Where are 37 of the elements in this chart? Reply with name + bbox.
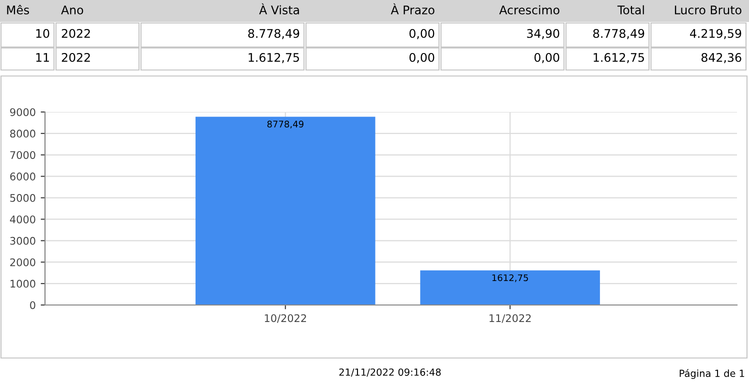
data-label: 8778,49 — [267, 120, 304, 128]
y-tick-label: 0 — [30, 301, 36, 310]
text: 11 — [36, 53, 49, 62]
x-tick-label: 11/2022 — [490, 314, 531, 323]
text: 8.778,49 — [593, 28, 644, 40]
y-tick-label: 3000 — [10, 236, 36, 245]
y-tick-label: 1000 — [10, 280, 36, 288]
text: Mês — [7, 4, 30, 14]
y-tick-label: 8000 — [10, 130, 36, 138]
text: 0,00 — [409, 28, 434, 40]
text: 1.612,75 — [248, 52, 299, 64]
text: Total — [617, 5, 644, 14]
text: À Vista — [259, 3, 299, 14]
data-label: 1612,75 — [492, 274, 528, 282]
text: Página 1 de 1 — [680, 369, 744, 379]
text: 842,36 — [701, 52, 742, 64]
text: 2022 — [62, 28, 90, 38]
text: 4.219,59 — [690, 28, 742, 40]
y-tick-label: 5000 — [10, 194, 36, 202]
text: 34,90 — [527, 28, 560, 40]
text: À Prazo — [390, 3, 434, 14]
text: Lucro Bruto — [674, 6, 742, 14]
text: Ano — [61, 6, 84, 14]
text: 0,00 — [409, 52, 434, 64]
y-tick-label: 2000 — [10, 258, 36, 266]
text: 0,00 — [534, 52, 560, 64]
text: Acrescimo — [499, 5, 560, 14]
y-tick-label: 4000 — [10, 215, 36, 224]
text: 21/11/2022 09:16:48 — [339, 368, 441, 377]
text: 1.612,75 — [594, 52, 644, 64]
y-tick-label: 7000 — [10, 151, 36, 159]
text: 8.778,49 — [248, 28, 300, 40]
text: 2022 — [62, 52, 90, 62]
x-tick-label: 10/2022 — [264, 314, 306, 323]
y-tick-label: 6000 — [10, 172, 36, 180]
y-tick-label: 9000 — [10, 108, 36, 116]
text: 10 — [36, 28, 50, 38]
